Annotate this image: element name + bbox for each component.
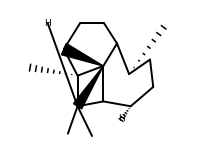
Text: H: H bbox=[44, 19, 51, 28]
Polygon shape bbox=[73, 66, 103, 109]
Text: H: H bbox=[118, 114, 125, 123]
Polygon shape bbox=[61, 43, 103, 66]
